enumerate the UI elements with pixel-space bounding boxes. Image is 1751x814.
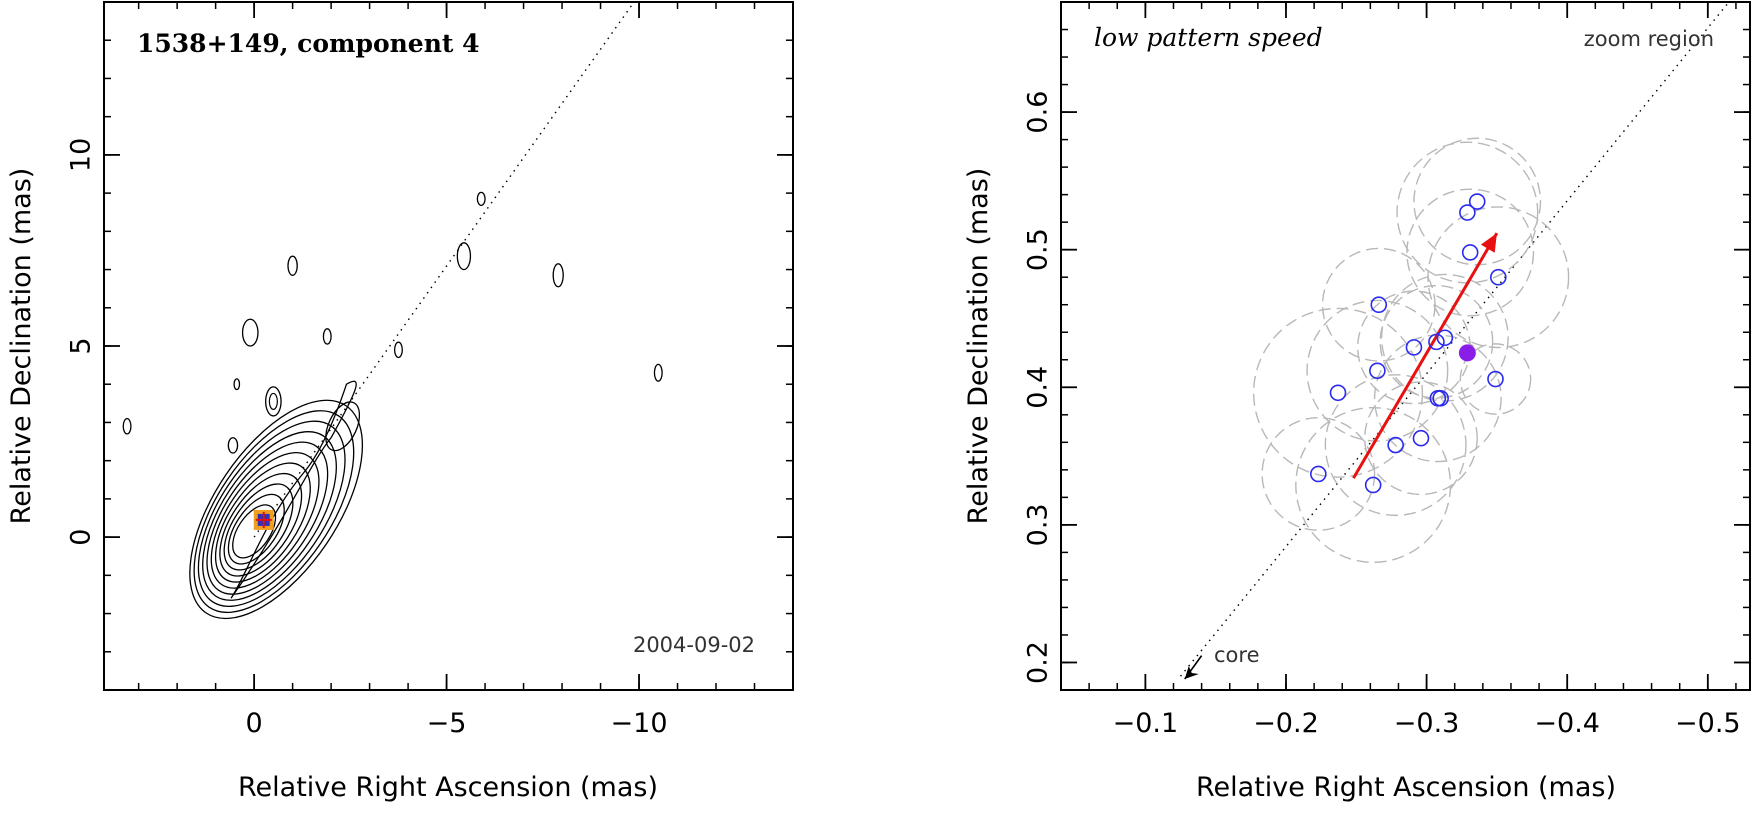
uncertainty-circle [1321,247,1436,362]
right-x-tick-label: −0.1 [1113,708,1179,739]
mean-position-point [1458,344,1476,362]
right-y-tick-label: 0.2 [1023,641,1054,684]
zoom-region-label: zoom region [1584,27,1714,51]
component-marker [253,509,274,530]
jet-knot-contour [325,401,361,452]
left-panel: 0 −5 −10 0 5 10 1538+149, component 4 2004-09… [6,1,794,803]
isolated-contour [287,255,298,276]
data-point [1369,362,1386,380]
left-x-tick-label: 0 [246,708,263,739]
core-contour [189,399,364,620]
left-x-tick-label: −5 [427,708,467,739]
data-point [1468,193,1486,210]
data-point [1487,370,1504,388]
data-point [1310,465,1327,483]
uncertainty-circle [1261,417,1376,531]
left-x-axis-label: Relative Right Ascension (mas) [238,772,658,803]
right-panel: −0.1 −0.2 −0.3 −0.4 −0.5 0.2 0.3 0.4 0.5 0.6 low … [963,1,1751,803]
uncertainty-circle [1379,284,1494,399]
uncertainty-circle [1406,188,1535,317]
data-point [1370,296,1388,314]
isolated-contour [268,392,278,411]
data-point [1387,436,1404,454]
right-x-axis-label: Relative Right Ascension (mas) [1196,772,1616,803]
right-y-tick-label: 0.3 [1023,503,1054,546]
right-y-tick-label: 0.6 [1023,91,1054,134]
isolated-contour [233,378,241,391]
isolated-contour [265,386,282,417]
data-point [1490,268,1507,286]
right-x-tick-label: −0.4 [1534,708,1600,739]
left-title: 1538+149, component 4 [137,29,480,58]
isolated-contour [456,242,472,271]
right-x-tick-label: −0.2 [1253,708,1319,739]
core-label: core [1214,643,1260,667]
isolated-contour [322,328,332,345]
isolated-contour [653,363,663,382]
data-point [1461,244,1479,261]
data-point [1405,339,1423,356]
right-y-axis-label: Relative Declination (mas) [963,168,994,525]
data-point [1436,329,1454,347]
isolated-contour [476,191,486,206]
data-point [1428,333,1445,351]
observation-date: 2004-09-02 [633,633,755,657]
right-plot-content [1179,1,1730,680]
jet-axis-line [1179,1,1730,677]
right-ticks: −0.1 −0.2 −0.3 −0.4 −0.5 0.2 0.3 0.4 0.5 0.6 [1023,1,1750,739]
uncertainty-circle [1295,406,1452,564]
right-plot-frame [1060,1,1751,691]
left-contours [122,5,663,620]
right-y-tick-label: 0.4 [1023,366,1054,409]
data-point [1412,429,1430,447]
isolated-contour [227,437,239,454]
right-x-tick-label: −0.5 [1675,708,1741,739]
core-contour [193,410,355,614]
motion-vector-line [1352,232,1499,479]
right-x-tick-label: −0.3 [1394,708,1460,739]
left-x-tick-label: −10 [611,708,668,739]
left-y-tick-label: 5 [66,337,97,354]
uncertainty-circle [1396,141,1539,284]
core-contour [214,462,311,583]
uncertainty-circle [1306,299,1449,442]
jet-contour [230,380,357,599]
core-contour [232,504,277,559]
data-point [1459,204,1476,221]
right-y-tick-label: 0.5 [1023,228,1054,271]
uncertainty-circle [1364,381,1478,496]
uncertainty-circle [1324,374,1467,517]
data-point [1364,476,1382,494]
left-y-tick-label: 10 [66,138,97,172]
left-ticks: 0 −5 −10 0 5 10 [66,1,794,739]
core-contour [202,431,337,601]
isolated-contour [241,318,259,347]
core-contour [223,483,294,571]
right-title: low pattern speed [1094,23,1323,52]
isolated-contour [122,417,132,435]
uncertainty-circle [1427,206,1570,349]
core-arrow-head [1184,665,1199,679]
isolated-contour [393,341,403,359]
uncertainty-circle [1459,343,1532,415]
data-point [1432,389,1449,407]
data-point [1329,384,1347,402]
core-contour [227,493,285,565]
core-contour [210,451,320,589]
jet-axis-line [253,5,632,538]
core-contour [206,441,329,595]
motion-vector-head [1480,233,1497,253]
left-y-tick-label: 0 [66,529,97,546]
isolated-contour [552,263,564,288]
left-y-axis-label: Relative Declination (mas) [6,168,37,525]
core-contour [219,472,303,577]
uncertainty-circle [1252,307,1424,478]
